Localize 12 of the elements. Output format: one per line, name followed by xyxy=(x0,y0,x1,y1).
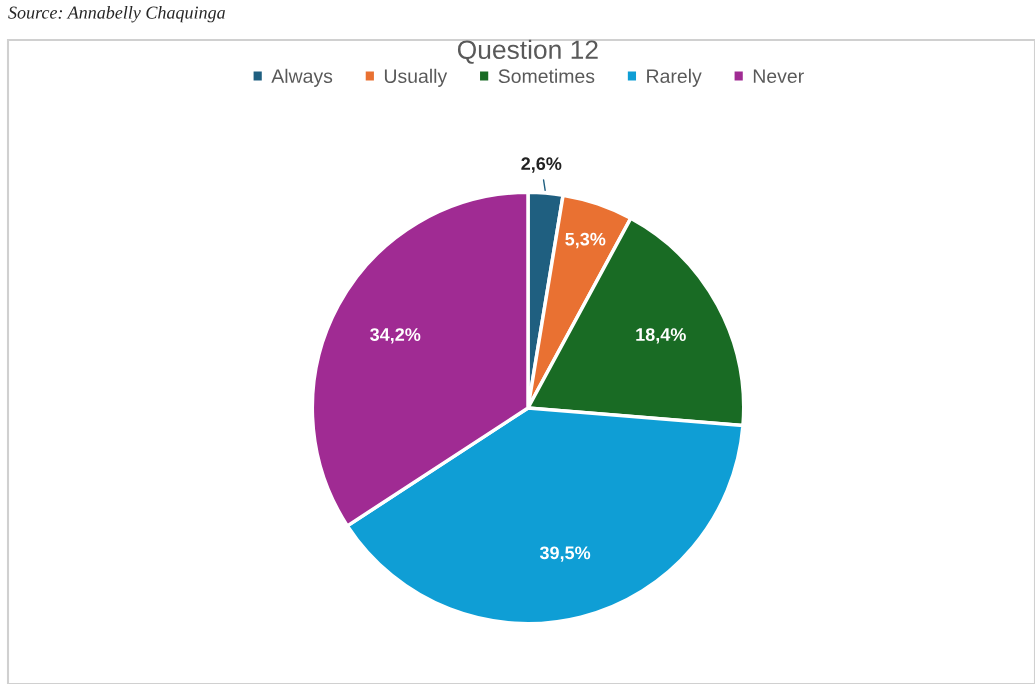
data-label: 5,3% xyxy=(565,232,606,249)
legend-label: Rarely xyxy=(647,68,702,87)
source-note: Source: Annabelly Chaquinga xyxy=(8,6,225,23)
data-label: 18,4% xyxy=(636,328,686,344)
legend-label: Usually xyxy=(384,68,448,87)
legend-label: Always xyxy=(271,68,333,87)
data-label: 34,2% xyxy=(370,328,421,344)
legend-label: Never xyxy=(753,69,804,84)
chart-title: Question 12 xyxy=(457,39,598,64)
data-label: 2,6% xyxy=(521,157,562,173)
data-label: 39,5% xyxy=(539,546,591,562)
legend-label: Sometimes xyxy=(498,68,595,84)
